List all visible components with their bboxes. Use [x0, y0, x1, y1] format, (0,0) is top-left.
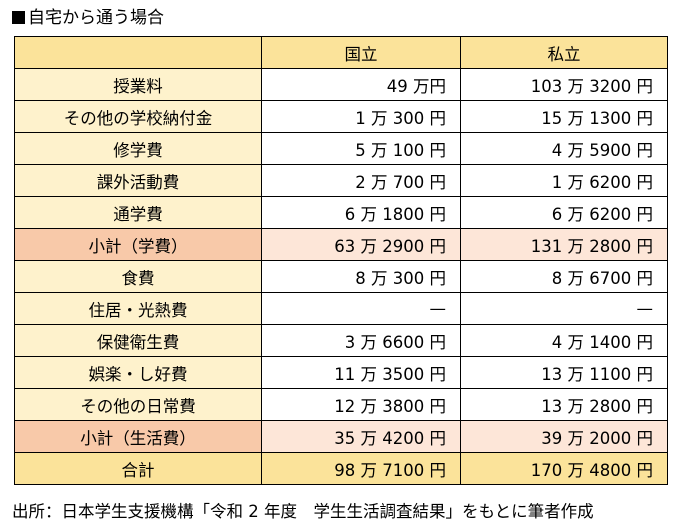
row-label: 修学費	[14, 132, 262, 165]
table-row: 住居・光熱費 — —	[14, 292, 668, 325]
table-row: その他の学校納付金 1 万 300 円 15 万 1300 円	[14, 100, 668, 133]
national-value: —	[261, 292, 461, 325]
table-row: 合計 98 万 7100 円 170 万 4800 円	[14, 452, 668, 485]
table-row: 小計（学費） 63 万 2900 円 131 万 2800 円	[14, 228, 668, 261]
private-value: 39 万 2000 円	[460, 420, 668, 453]
row-label: 保健衛生費	[14, 324, 262, 357]
row-label: 食費	[14, 260, 262, 293]
row-label: 娯楽・し好費	[14, 356, 262, 389]
source-note: 出所：日本学生支援機構「令和 2 年度 学生生活調査結果」をもとに筆者作成	[12, 502, 594, 521]
national-value: 98 万 7100 円	[261, 452, 461, 485]
national-value: 12 万 3800 円	[261, 388, 461, 421]
title-text: 自宅から通う場合	[28, 8, 164, 28]
national-value: 6 万 1800 円	[261, 196, 461, 229]
header-blank	[14, 36, 262, 69]
national-value: 63 万 2900 円	[261, 228, 461, 261]
private-value: 13 万 2800 円	[460, 388, 668, 421]
private-value: 8 万 6700 円	[460, 260, 668, 293]
table-row: 娯楽・し好費 11 万 3500 円 13 万 1100 円	[14, 356, 668, 389]
national-value: 49 万円	[261, 68, 461, 101]
private-value: 6 万 6200 円	[460, 196, 668, 229]
private-value: 1 万 6200 円	[460, 164, 668, 197]
national-value: 5 万 100 円	[261, 132, 461, 165]
national-value: 11 万 3500 円	[261, 356, 461, 389]
row-label: 通学費	[14, 196, 262, 229]
row-label: 授業料	[14, 68, 262, 101]
private-value: 170 万 4800 円	[460, 452, 668, 485]
header-private: 私立	[460, 36, 668, 69]
row-label: その他の学校納付金	[14, 100, 262, 133]
table-row: 授業料 49 万円 103 万 3200 円	[14, 68, 668, 101]
row-label: 合計	[14, 452, 262, 485]
national-value: 1 万 300 円	[261, 100, 461, 133]
row-label: 小計（生活費）	[14, 420, 262, 453]
row-label: 住居・光熱費	[14, 292, 262, 325]
row-label: その他の日常費	[14, 388, 262, 421]
table-row: 小計（生活費） 35 万 4200 円 39 万 2000 円	[14, 420, 668, 453]
national-value: 3 万 6600 円	[261, 324, 461, 357]
square-bullet-icon	[12, 11, 25, 24]
private-value: 4 万 5900 円	[460, 132, 668, 165]
private-value: 103 万 3200 円	[460, 68, 668, 101]
header-national: 国立	[261, 36, 461, 69]
page-title: 自宅から通う場合	[12, 6, 164, 30]
national-value: 8 万 300 円	[261, 260, 461, 293]
cost-table: 国立 私立 授業料 49 万円 103 万 3200 円その他の学校納付金 1 万 3…	[14, 36, 668, 485]
private-value: 131 万 2800 円	[460, 228, 668, 261]
national-value: 2 万 700 円	[261, 164, 461, 197]
row-label: 小計（学費）	[14, 228, 262, 261]
private-value: 13 万 1100 円	[460, 356, 668, 389]
private-value: —	[460, 292, 668, 325]
row-label: 課外活動費	[14, 164, 262, 197]
private-value: 4 万 1400 円	[460, 324, 668, 357]
national-value: 35 万 4200 円	[261, 420, 461, 453]
table-header-row: 国立 私立	[14, 36, 668, 69]
private-value: 15 万 1300 円	[460, 100, 668, 133]
table-row: その他の日常費 12 万 3800 円 13 万 2800 円	[14, 388, 668, 421]
